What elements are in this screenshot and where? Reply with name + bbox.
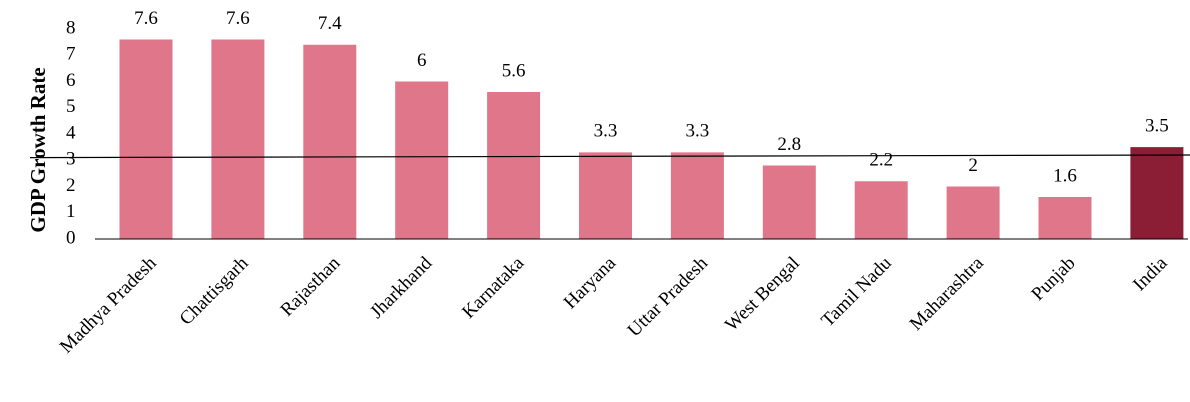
bar [1130,147,1184,239]
y-tick-label: 2 [66,175,76,196]
x-tick-label: Punjab [1027,253,1079,305]
y-tick-label: 1 [66,201,76,222]
x-tick-label: Madhya Pradesh [56,252,161,357]
x-tick-label: Jharkhand [366,252,436,322]
y-tick-label: 8 [66,17,76,38]
y-tick-label: 7 [66,44,76,65]
bar [119,39,173,239]
value-label: 6 [417,50,427,71]
bar [670,152,724,239]
y-tick-label: 0 [66,227,76,248]
x-tick-label: Karnataka [458,252,528,322]
x-tick-label: West Bengal [721,253,804,336]
y-tick-label: 6 [66,70,76,91]
value-label: 2.8 [777,134,801,155]
value-label: 2.2 [869,150,893,171]
bar [579,152,632,239]
value-label: 5.6 [502,60,526,81]
bar [303,44,357,239]
value-label: 2 [968,155,978,176]
x-tick-label: Rajasthan [277,252,345,320]
value-label: 7.6 [134,8,158,29]
value-label: 7.4 [318,13,342,34]
reference-line [29,154,1190,159]
bar [854,181,908,239]
bar [395,81,449,239]
value-label: 3.3 [686,121,710,142]
bar [762,165,816,239]
x-tick-label: India [1129,252,1172,295]
x-tick-label: Tamil Nadu [817,252,896,331]
value-label: 1.6 [1053,165,1077,186]
value-label: 7.6 [226,8,250,29]
value-label: 3.3 [594,121,618,142]
y-tick-label: 3 [66,149,76,170]
value-label: 3.5 [1145,115,1169,136]
bar [946,186,1000,239]
bar [1038,197,1092,239]
x-tick-label: Maharashtra [906,252,988,334]
bar [487,92,541,239]
x-tick-label: Uttar Pradesh [624,252,713,341]
y-tick-label: 4 [66,122,76,143]
y-tick-label: 5 [66,96,76,117]
y-axis-label: GDP Growth Rate [26,67,50,232]
x-tick-label: Haryana [560,252,621,313]
x-tick-label: Chattisgarh [176,252,253,329]
bar [211,39,265,239]
